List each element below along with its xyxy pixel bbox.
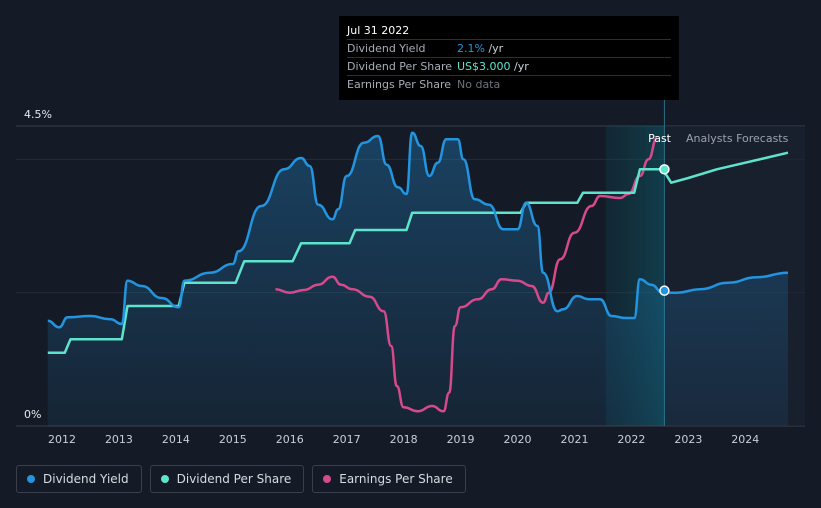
tooltip-label: Earnings Per Share: [347, 78, 452, 91]
x-tick-label: 2021: [560, 433, 588, 446]
legend-item-earnings-per-share[interactable]: Earnings Per Share: [312, 465, 466, 493]
legend-dot-icon: [323, 475, 332, 483]
dividend-per-share-line: [47, 151, 789, 354]
tooltip-value: 2.1%: [457, 42, 485, 55]
x-tick-label: 2018: [390, 433, 418, 446]
legend-label: Dividend Per Share: [176, 472, 292, 486]
x-tick-label: 2017: [333, 433, 361, 446]
legend: Dividend Yield Dividend Per Share Earnin…: [16, 465, 466, 493]
series-areas: [47, 132, 789, 426]
legend-label: Earnings Per Share: [339, 472, 453, 486]
earnings-per-share-line: [275, 136, 658, 413]
series-marker: [659, 164, 670, 175]
x-tick-label: 2024: [731, 433, 759, 446]
series-markers: [659, 164, 670, 296]
y-axis-bottom-label: 0%: [24, 408, 41, 421]
forecast-label: Analysts Forecasts: [686, 132, 789, 145]
tooltip: Jul 31 2022 Dividend Yield 2.1% /yr Divi…: [339, 16, 679, 100]
tooltip-value-wrap: US$3.000 /yr: [457, 58, 529, 75]
legend-dot-icon: [27, 475, 35, 483]
y-axis-top-label: 4.5%: [24, 108, 52, 121]
x-tick-label: 2016: [276, 433, 304, 446]
x-tick-label: 2020: [504, 433, 532, 446]
tooltip-label: Dividend Yield: [347, 42, 426, 55]
dividend-yield-line: [47, 131, 789, 329]
x-axis-ticks: 2012 2013 2014 2015 2016 2017 2018 2019 2020 2021…: [48, 433, 759, 446]
past-label: Past: [648, 132, 672, 145]
legend-item-dividend-yield[interactable]: Dividend Yield: [16, 465, 142, 493]
x-tick-label: 2015: [219, 433, 247, 446]
tooltip-date: Jul 31 2022: [347, 24, 410, 37]
tooltip-value: No data: [457, 78, 501, 91]
x-tick-label: 2013: [105, 433, 133, 446]
legend-item-dividend-per-share[interactable]: Dividend Per Share: [149, 465, 305, 493]
legend-dot-icon: [160, 475, 169, 483]
tooltip-row-earnings-per-share: Earnings Per Share No data: [347, 75, 671, 93]
tooltip-unit: /yr: [484, 42, 504, 55]
x-tick-label: 2012: [48, 433, 76, 446]
series-marker: [659, 285, 670, 296]
legend-label: Dividend Yield: [43, 472, 129, 486]
tooltip-value: US$3.000: [457, 60, 511, 73]
tooltip-value-wrap: 2.1% /yr: [457, 40, 503, 57]
series-lines: [47, 131, 789, 413]
x-tick-label: 2023: [674, 433, 702, 446]
tooltip-row-dividend-per-share: Dividend Per Share US$3.000 /yr: [347, 57, 671, 75]
tooltip-label: Dividend Per Share: [347, 60, 453, 73]
x-tick-label: 2019: [447, 433, 475, 446]
x-tick-label: 2014: [162, 433, 190, 446]
dividend-yield-area: [47, 132, 789, 426]
tooltip-unit: /yr: [510, 60, 529, 73]
tooltip-row-dividend-yield: Dividend Yield 2.1% /yr: [347, 39, 671, 57]
x-tick-label: 2022: [617, 433, 645, 446]
